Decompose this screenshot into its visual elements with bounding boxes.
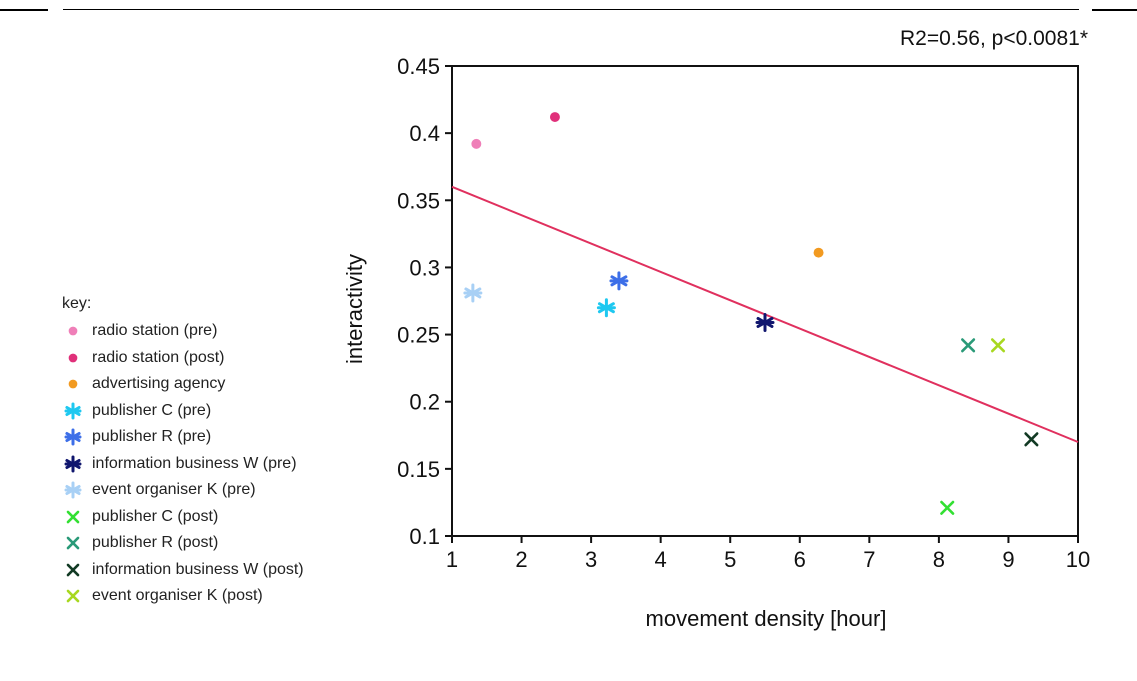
y-tick-label: 0.4 xyxy=(409,121,440,146)
x-axis-label: movement density [hour] xyxy=(646,606,887,631)
legend-title: key: xyxy=(62,292,304,316)
legend-marker xyxy=(62,348,84,368)
legend-label: publisher R (pre) xyxy=(92,428,211,446)
legend-label: information business W (pre) xyxy=(92,455,297,473)
legend-marker-shape xyxy=(69,380,78,389)
x-tick-label: 8 xyxy=(933,547,945,572)
x-tick-label: 10 xyxy=(1066,547,1090,572)
legend-marker xyxy=(62,374,84,394)
plot-frame xyxy=(452,66,1078,536)
legend-item: information business W (pre) xyxy=(62,451,304,478)
legend-marker xyxy=(62,560,84,580)
y-tick-label: 0.3 xyxy=(409,255,440,280)
legend-label: event organiser K (pre) xyxy=(92,481,256,499)
legend-label: publisher C (pre) xyxy=(92,402,211,420)
y-tick-label: 0.25 xyxy=(397,323,440,348)
y-tick-label: 0.15 xyxy=(397,457,440,482)
legend-label: radio station (post) xyxy=(92,349,225,367)
legend-marker-shape xyxy=(66,457,80,471)
legend-marker xyxy=(62,454,84,474)
legend-label: radio station (pre) xyxy=(92,322,217,340)
y-tick-label: 0.35 xyxy=(397,188,440,213)
data-point xyxy=(992,340,1004,352)
x-tick-label: 5 xyxy=(724,547,736,572)
data-point xyxy=(962,340,974,352)
legend-item: publisher C (post) xyxy=(62,504,304,531)
legend-label: information business W (post) xyxy=(92,561,304,579)
data-point xyxy=(1026,434,1038,446)
legend-marker-shape xyxy=(66,430,80,444)
legend-marker-shape xyxy=(68,512,78,522)
legend-marker-shape xyxy=(66,404,80,418)
legend-item: publisher C (pre) xyxy=(62,398,304,425)
data-point xyxy=(941,502,953,514)
legend-marker-shape xyxy=(69,327,78,336)
y-axis-label: interactivity xyxy=(342,254,367,364)
x-tick-label: 7 xyxy=(863,547,875,572)
legend-item: publisher R (post) xyxy=(62,530,304,557)
legend-marker xyxy=(62,321,84,341)
legend-marker xyxy=(62,507,84,527)
legend-marker-shape xyxy=(69,353,78,362)
legend-item: event organiser K (post) xyxy=(62,583,304,610)
legend-marker-shape xyxy=(68,591,78,601)
legend-item: radio station (post) xyxy=(62,345,304,372)
x-tick-label: 6 xyxy=(794,547,806,572)
legend-item: information business W (post) xyxy=(62,557,304,584)
data-point xyxy=(465,285,481,301)
legend-marker-shape xyxy=(68,538,78,548)
legend-marker-shape xyxy=(68,565,78,575)
data-point xyxy=(611,273,627,289)
legend-item: radio station (pre) xyxy=(62,318,304,345)
x-tick-label: 9 xyxy=(1002,547,1014,572)
y-tick-label: 0.45 xyxy=(397,54,440,79)
legend-marker xyxy=(62,586,84,606)
data-point xyxy=(471,139,481,149)
legend-label: publisher C (post) xyxy=(92,508,218,526)
legend-item: event organiser K (pre) xyxy=(62,477,304,504)
stat-annotation: R2=0.56, p<0.0081* xyxy=(900,27,1088,50)
x-tick-label: 1 xyxy=(446,547,458,572)
y-tick-label: 0.1 xyxy=(409,524,440,549)
y-tick-label: 0.2 xyxy=(409,390,440,415)
legend-marker xyxy=(62,480,84,500)
legend-marker xyxy=(62,427,84,447)
legend-label: advertising agency xyxy=(92,375,225,393)
data-point xyxy=(550,112,560,122)
x-tick-label: 4 xyxy=(655,547,667,572)
legend-marker xyxy=(62,533,84,553)
x-tick-label: 3 xyxy=(585,547,597,572)
x-tick-label: 2 xyxy=(515,547,527,572)
data-point xyxy=(598,300,614,316)
legend-label: event organiser K (post) xyxy=(92,587,263,605)
legend-marker-shape xyxy=(66,483,80,497)
legend-marker xyxy=(62,401,84,421)
legend-item: publisher R (pre) xyxy=(62,424,304,451)
legend: key: radio station (pre) radio station (p… xyxy=(62,292,304,610)
data-point xyxy=(814,248,824,258)
legend-label: publisher R (post) xyxy=(92,534,218,552)
legend-item: advertising agency xyxy=(62,371,304,398)
